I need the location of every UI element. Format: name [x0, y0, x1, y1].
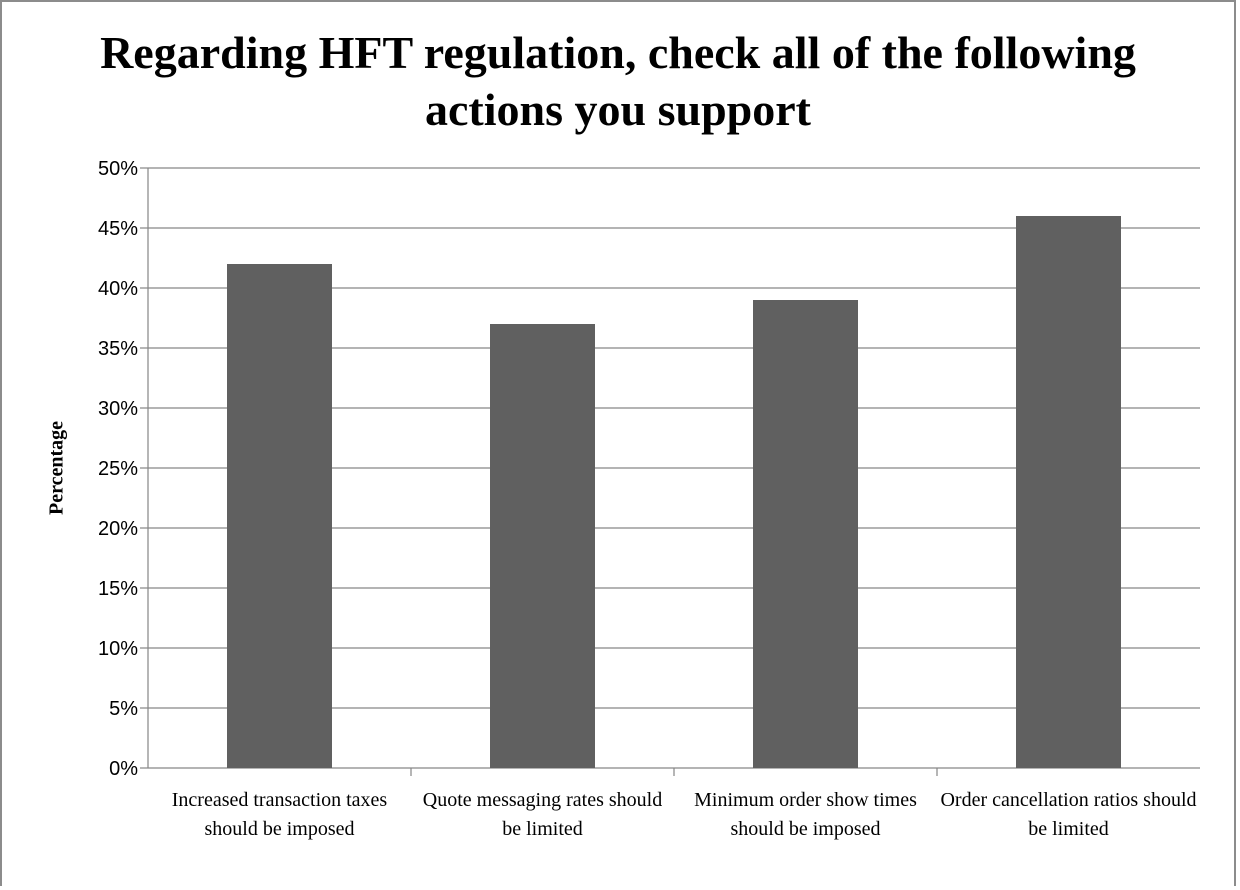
- y-tick-label: 30%: [98, 398, 138, 420]
- y-tick-label: 10%: [98, 638, 138, 660]
- y-tick-label: 40%: [98, 278, 138, 300]
- x-category-label: Minimum order show times should be impos…: [694, 789, 917, 840]
- y-tick-label: 50%: [98, 158, 138, 180]
- bar: [1016, 216, 1121, 768]
- y-tick-label: 35%: [98, 338, 138, 360]
- bar: [490, 324, 595, 768]
- y-tick-label: 5%: [109, 698, 138, 720]
- y-tick-label: 20%: [98, 518, 138, 540]
- bar: [753, 300, 858, 768]
- y-tick-label: 15%: [98, 578, 138, 600]
- x-category-label: Increased transaction taxes should be im…: [171, 789, 388, 840]
- y-tick-label: 25%: [98, 458, 138, 480]
- y-tick-label: 0%: [109, 758, 138, 780]
- x-category-label: Order cancellation ratios should be limi…: [940, 789, 1197, 840]
- y-tick-label: 45%: [98, 218, 138, 240]
- chart-title: Regarding HFT regulation, check all of t…: [100, 27, 1136, 135]
- bar: [227, 264, 332, 768]
- x-category-label: Quote messaging rates should be limited: [422, 789, 663, 840]
